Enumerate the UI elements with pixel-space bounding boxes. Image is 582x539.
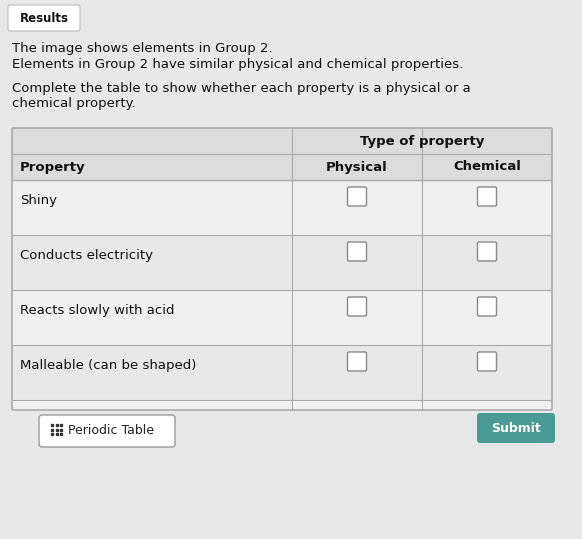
Bar: [12, 290, 552, 345]
Text: The image shows elements in Group 2.: The image shows elements in Group 2.: [12, 42, 272, 55]
Text: Type of property: Type of property: [360, 135, 484, 148]
FancyBboxPatch shape: [477, 352, 496, 371]
FancyBboxPatch shape: [347, 242, 367, 261]
Bar: [12, 180, 552, 235]
Text: Physical: Physical: [326, 161, 388, 174]
Bar: [12, 154, 552, 180]
Text: Conducts electricity: Conducts electricity: [20, 250, 153, 262]
FancyBboxPatch shape: [347, 297, 367, 316]
FancyBboxPatch shape: [8, 5, 80, 31]
Bar: [12, 345, 552, 400]
Text: Elements in Group 2 have similar physical and chemical properties.: Elements in Group 2 have similar physica…: [12, 58, 463, 71]
FancyBboxPatch shape: [477, 242, 496, 261]
Text: Chemical: Chemical: [453, 161, 521, 174]
Text: Complete the table to show whether each property is a physical or a: Complete the table to show whether each …: [12, 82, 471, 95]
FancyBboxPatch shape: [477, 297, 496, 316]
FancyBboxPatch shape: [347, 352, 367, 371]
Text: Results: Results: [20, 11, 69, 24]
Bar: [12, 128, 292, 154]
Text: Malleable (can be shaped): Malleable (can be shaped): [20, 360, 196, 372]
Text: Periodic Table: Periodic Table: [68, 425, 154, 438]
FancyBboxPatch shape: [347, 187, 367, 206]
Text: chemical property.: chemical property.: [12, 97, 136, 110]
Text: Property: Property: [20, 161, 86, 174]
FancyBboxPatch shape: [477, 413, 555, 443]
Bar: [12, 235, 552, 290]
Text: Shiny: Shiny: [20, 195, 57, 208]
Bar: [292, 128, 552, 154]
Text: Reacts slowly with acid: Reacts slowly with acid: [20, 305, 175, 317]
FancyBboxPatch shape: [477, 187, 496, 206]
FancyBboxPatch shape: [39, 415, 175, 447]
Bar: [12, 128, 552, 410]
Text: Submit: Submit: [491, 421, 541, 434]
